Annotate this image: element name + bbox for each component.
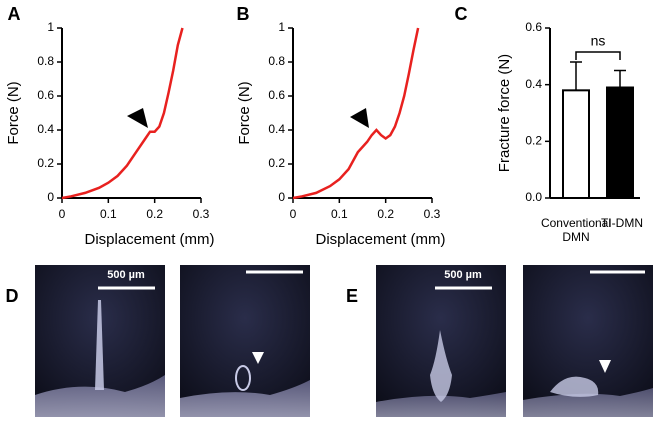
x-tick-label: 0.1 [100, 207, 117, 221]
x-tick-label: 0.1 [331, 207, 348, 221]
y-tick-label: 0.8 [268, 54, 285, 68]
x-tick-label: 0.2 [146, 207, 163, 221]
y-tick-label: 0.4 [268, 122, 285, 136]
panel-label: E [346, 286, 358, 306]
y-tick-label: 0.6 [525, 20, 542, 34]
y-tick-label: 0.6 [268, 88, 285, 102]
x-axis-label: Displacement (mm) [84, 231, 214, 248]
y-tick-label: 0.2 [37, 156, 54, 170]
photo [376, 265, 506, 417]
y-tick-label: 0.8 [37, 54, 54, 68]
panel-label: D [6, 286, 19, 306]
x-tick-label: 0 [290, 207, 297, 221]
x-tick-label: 0.3 [424, 207, 441, 221]
panel-label: B [237, 4, 250, 24]
bar [606, 86, 634, 199]
scale-label: 500 µm [107, 269, 145, 281]
y-axis-label: Force (N) [5, 81, 22, 144]
photo [523, 265, 653, 417]
x-tick-label: 0.2 [377, 207, 394, 221]
photo [180, 265, 310, 417]
y-tick-label: 0.6 [37, 88, 54, 102]
y-tick-label: 0 [278, 190, 285, 204]
photo [35, 265, 165, 417]
bar [562, 89, 590, 199]
scale-label: 500 µm [444, 269, 482, 281]
x-axis-label: Displacement (mm) [315, 231, 445, 248]
y-tick-label: 0.4 [37, 122, 54, 136]
x-tick-label: Conventional DMN [540, 216, 612, 244]
y-tick-label: 0.0 [525, 190, 542, 204]
y-axis-label: Fracture force (N) [496, 54, 513, 172]
x-tick-label: TI-DMN [601, 216, 643, 230]
arrowhead [350, 108, 369, 128]
y-tick-label: 1 [47, 20, 54, 34]
y-tick-label: 0 [47, 190, 54, 204]
x-tick-label: 0 [59, 207, 66, 221]
y-tick-label: 0.2 [525, 134, 542, 148]
y-tick-label: 1 [278, 20, 285, 34]
panel-label: A [8, 4, 21, 24]
significance-bracket [575, 51, 621, 60]
arrowhead [127, 108, 148, 128]
x-tick-label: 0.3 [193, 207, 210, 221]
line-series [61, 27, 184, 200]
y-tick-label: 0.4 [525, 77, 542, 91]
panel-label: C [455, 4, 468, 24]
line-series [292, 27, 420, 200]
y-axis-label: Force (N) [236, 81, 253, 144]
significance-label: ns [591, 33, 606, 49]
y-tick-label: 0.2 [268, 156, 285, 170]
